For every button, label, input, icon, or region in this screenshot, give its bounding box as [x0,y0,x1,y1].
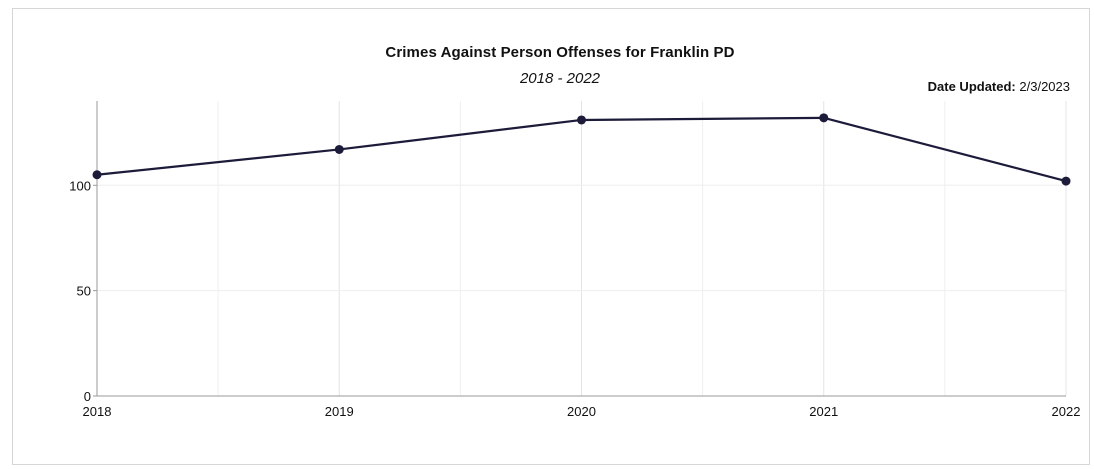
x-tick-label: 2019 [325,404,354,419]
chart-title: Crimes Against Person Offenses for Frank… [385,44,735,61]
chart-subtitle: 2018 - 2022 [519,70,601,87]
date-updated-label: Date Updated: [927,79,1016,94]
x-tick-label: 2020 [567,404,596,419]
chart-frame [12,8,1090,465]
y-tick-label: 100 [69,178,91,193]
y-tick-label: 50 [77,284,91,299]
x-tick-label: 2018 [83,404,112,419]
data-point [1061,176,1071,186]
date-updated: Date Updated: 2/3/2023 [928,79,1070,94]
data-point [92,170,102,180]
date-updated-value: 2/3/2023 [1019,79,1070,94]
y-tick-label: 0 [84,389,91,404]
x-tick-label: 2022 [1052,404,1081,419]
data-point [577,115,586,125]
x-tick-label: 2021 [809,404,838,419]
data-point [819,113,829,123]
data-point [334,144,344,154]
